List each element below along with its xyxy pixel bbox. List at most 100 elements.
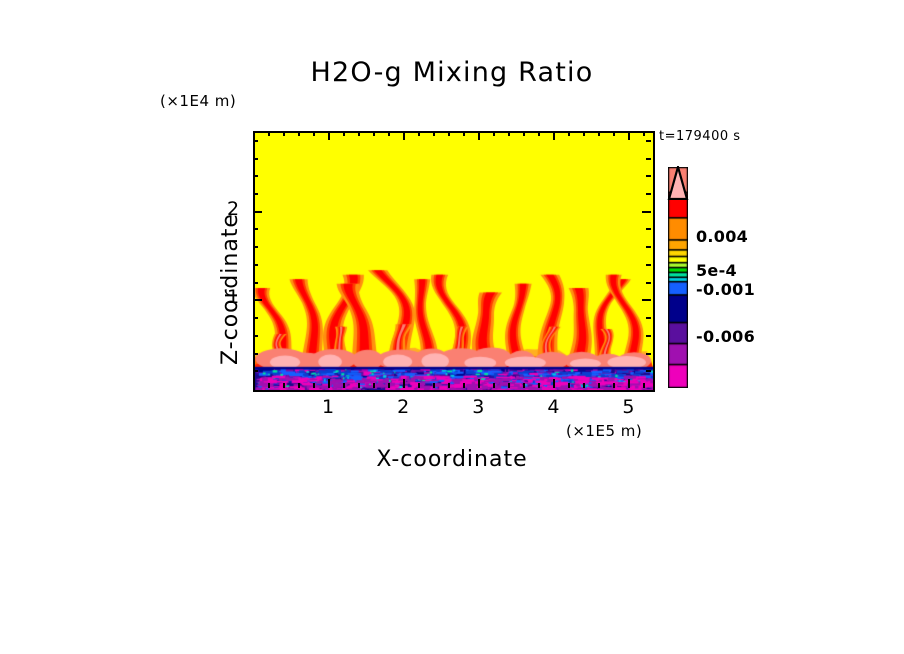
x-minor-tick	[643, 383, 646, 388]
x-minor-tick-top	[598, 131, 601, 136]
x-minor-tick-top	[373, 131, 376, 136]
contour-field-canvas	[255, 133, 653, 390]
x-major-tick	[553, 379, 556, 388]
y-minor-tick	[253, 228, 258, 231]
colorbar-tick-label: -0.001	[696, 280, 756, 299]
x-minor-tick-top	[493, 131, 496, 136]
x-minor-tick-top	[463, 131, 466, 136]
y-minor-tick	[253, 334, 258, 337]
y-tick-label: 2	[226, 197, 240, 220]
y-major-tick-right	[642, 299, 651, 302]
x-minor-tick	[313, 383, 316, 388]
x-tick-label: 4	[547, 396, 560, 418]
y-minor-tick	[253, 157, 258, 160]
x-minor-tick	[598, 383, 601, 388]
x-minor-tick	[508, 383, 511, 388]
y-major-tick	[253, 299, 262, 302]
y-axis-unit-label: (×1E4 m)	[160, 92, 237, 110]
y-minor-tick	[253, 370, 258, 373]
colorbar-tick-label: -0.006	[696, 327, 756, 346]
x-major-tick-top	[403, 131, 406, 140]
x-tick-label: 2	[397, 396, 410, 418]
timestamp-annotation: t=179400 s	[659, 129, 741, 144]
y-minor-tick	[253, 175, 258, 178]
x-major-tick-top	[328, 131, 331, 140]
y-minor-tick-right	[646, 263, 651, 266]
y-minor-tick-right	[646, 175, 651, 178]
colorbar-arrow-icon	[667, 166, 689, 200]
x-minor-tick	[493, 383, 496, 388]
x-minor-tick-top	[508, 131, 511, 136]
x-minor-tick-top	[418, 131, 421, 136]
x-axis-title: X-coordinate	[376, 447, 528, 472]
x-minor-tick	[613, 383, 616, 388]
x-tick-label: 5	[622, 396, 635, 418]
x-minor-tick-top	[313, 131, 316, 136]
x-minor-tick	[268, 383, 271, 388]
x-minor-tick-top	[283, 131, 286, 136]
y-major-tick	[253, 210, 262, 213]
x-minor-tick-top	[388, 131, 391, 136]
colorbar-tick-label: 5e-4	[696, 261, 737, 280]
y-minor-tick-right	[646, 334, 651, 337]
x-axis-unit-label: (×1E5 m)	[566, 422, 643, 440]
x-minor-tick-top	[358, 131, 361, 136]
x-major-tick	[478, 379, 481, 388]
y-minor-tick-right	[646, 370, 651, 373]
x-minor-tick	[283, 383, 286, 388]
y-minor-tick-right	[646, 352, 651, 355]
x-major-tick	[328, 379, 331, 388]
x-minor-tick	[418, 383, 421, 388]
x-minor-tick-top	[583, 131, 586, 136]
colorbar-tick-label: 0.004	[696, 227, 749, 246]
x-minor-tick	[463, 383, 466, 388]
y-minor-tick	[253, 263, 258, 266]
y-minor-tick-right	[646, 317, 651, 320]
page-title: H2O-g Mixing Ratio	[310, 57, 594, 88]
y-major-tick-right	[642, 210, 651, 213]
y-minor-tick-right	[646, 246, 651, 249]
y-minor-tick-right	[646, 281, 651, 284]
x-minor-tick	[433, 383, 436, 388]
x-minor-tick-top	[538, 131, 541, 136]
x-minor-tick	[568, 383, 571, 388]
y-minor-tick	[253, 352, 258, 355]
y-minor-tick	[253, 281, 258, 284]
x-minor-tick	[583, 383, 586, 388]
x-major-tick-top	[478, 131, 481, 140]
y-minor-tick-right	[646, 139, 651, 142]
x-minor-tick-top	[343, 131, 346, 136]
y-minor-tick-right	[646, 193, 651, 196]
x-minor-tick	[538, 383, 541, 388]
y-minor-tick	[253, 193, 258, 196]
y-minor-tick-right	[646, 228, 651, 231]
x-minor-tick	[448, 383, 451, 388]
x-minor-tick-top	[613, 131, 616, 136]
y-minor-tick	[253, 317, 258, 320]
x-minor-tick	[298, 383, 301, 388]
x-major-tick-top	[553, 131, 556, 140]
x-minor-tick-top	[448, 131, 451, 136]
x-major-tick-top	[628, 131, 631, 140]
y-tick-label: 1	[226, 286, 240, 309]
x-tick-label: 1	[322, 396, 335, 418]
x-minor-tick-top	[298, 131, 301, 136]
x-minor-tick	[523, 383, 526, 388]
x-minor-tick-top	[643, 131, 646, 136]
x-minor-tick	[358, 383, 361, 388]
colorbar	[668, 167, 688, 388]
x-minor-tick-top	[568, 131, 571, 136]
contour-plot-area	[253, 131, 655, 392]
x-minor-tick-top	[433, 131, 436, 136]
x-minor-tick	[388, 383, 391, 388]
x-minor-tick-top	[523, 131, 526, 136]
x-tick-label: 3	[472, 396, 485, 418]
y-minor-tick	[253, 139, 258, 142]
x-minor-tick	[343, 383, 346, 388]
x-major-tick	[628, 379, 631, 388]
x-minor-tick	[373, 383, 376, 388]
x-minor-tick-top	[268, 131, 271, 136]
y-minor-tick-right	[646, 157, 651, 160]
colorbar-gradient	[668, 167, 688, 388]
